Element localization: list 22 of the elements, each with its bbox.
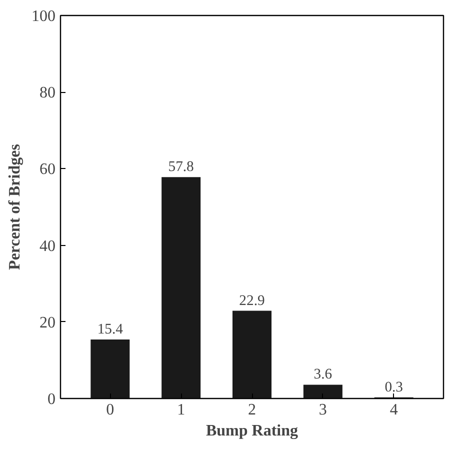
bar <box>90 340 130 398</box>
y-tick-label: 60 <box>40 161 56 178</box>
data-label: 57.8 <box>168 159 194 176</box>
y-tick-label: 40 <box>40 238 56 255</box>
x-axis-title: Bump Rating <box>206 422 298 440</box>
data-label: 15.4 <box>97 322 124 338</box>
x-tick-label: 4 <box>390 402 398 418</box>
y-tick-label: 80 <box>40 84 56 102</box>
bar <box>232 310 272 398</box>
y-tick-label: 0 <box>48 391 56 408</box>
y-axis-title: Percent of Bridges <box>6 144 24 270</box>
data-label: 3.6 <box>314 366 332 383</box>
data-label: 22.9 <box>239 292 265 309</box>
x-tick-label: 0 <box>106 402 114 418</box>
x-tick-label: 1 <box>177 402 186 418</box>
x-tick-label: 2 <box>248 402 256 418</box>
data-label: 0.3 <box>384 379 404 396</box>
bar <box>162 177 201 398</box>
y-tick-label: 100 <box>32 8 56 25</box>
x-tick-label: 3 <box>318 402 327 418</box>
y-tick-label: 20 <box>40 314 56 332</box>
bar <box>303 384 342 398</box>
